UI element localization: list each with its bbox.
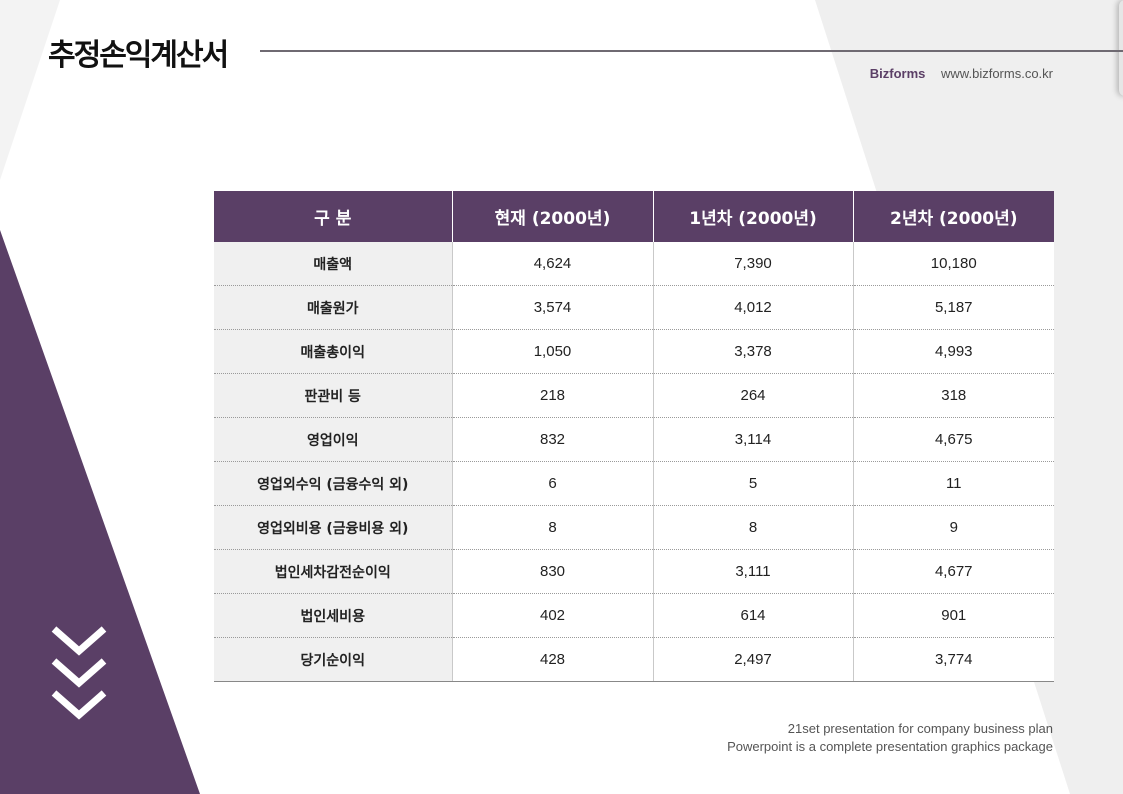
cell-year2: 4,677 [853,549,1054,594]
table-row: 영업이익 832 3,114 4,675 [214,417,1054,462]
header-current: 현재 (2000년) [452,191,654,242]
cell-year2: 3,774 [853,637,1054,682]
cell-year1: 264 [653,373,854,418]
footer-line-2: Powerpoint is a complete presentation gr… [727,739,1053,754]
chevron-down-icon [51,658,107,688]
row-label: 당기순이익 [214,637,453,682]
cell-year1: 614 [653,593,854,638]
chevron-down-icon [51,690,107,720]
table-row: 법인세차감전순이익 830 3,111 4,677 [214,549,1054,594]
header-year2: 2년차 (2000년) [853,191,1054,242]
cell-year2: 4,675 [853,417,1054,462]
cell-current: 832 [452,417,654,462]
table-header-row: 구 분 현재 (2000년) 1년차 (2000년) 2년차 (2000년) [214,191,1054,242]
cell-current: 6 [452,461,654,506]
cell-current: 8 [452,505,654,550]
cell-current: 428 [452,637,654,682]
chevrons-decoration [51,626,107,720]
cell-current: 830 [452,549,654,594]
chevron-down-icon [51,626,107,656]
cell-year1: 2,497 [653,637,854,682]
table-row: 당기순이익 428 2,497 3,774 [214,637,1054,682]
footer-line-1: 21set presentation for company business … [787,721,1053,736]
cell-year1: 3,378 [653,329,854,374]
table-row: 매출액 4,624 7,390 10,180 [214,242,1054,286]
page-tab-shadow [1119,0,1123,96]
row-label: 법인세차감전순이익 [214,549,453,594]
cell-current: 402 [452,593,654,638]
row-label: 영업이익 [214,417,453,462]
cell-year2: 318 [853,373,1054,418]
row-label: 매출액 [214,242,453,286]
cell-year1: 3,114 [653,417,854,462]
brand-url: www.bizforms.co.kr [941,66,1053,81]
cell-year1: 5 [653,461,854,506]
income-statement-table: 구 분 현재 (2000년) 1년차 (2000년) 2년차 (2000년) 매… [214,191,1054,682]
brand: Bizforms www.bizforms.co.kr [870,66,1053,81]
footer-text: 21set presentation for company business … [727,720,1053,756]
cell-year2: 5,187 [853,285,1054,330]
cell-current: 3,574 [452,285,654,330]
row-label: 매출원가 [214,285,453,330]
row-label: 영업외비용 (금융비용 외) [214,505,453,550]
table-row: 법인세비용 402 614 901 [214,593,1054,638]
cell-year2: 4,993 [853,329,1054,374]
background-gray-wedge [0,0,60,180]
cell-year2: 10,180 [853,242,1054,286]
title-divider [260,50,1123,52]
header-year1: 1년차 (2000년) [653,191,854,242]
table-row: 매출총이익 1,050 3,378 4,993 [214,329,1054,374]
cell-current: 4,624 [452,242,654,286]
cell-current: 1,050 [452,329,654,374]
cell-current: 218 [452,373,654,418]
cell-year1: 3,111 [653,549,854,594]
cell-year1: 4,012 [653,285,854,330]
header-category: 구 분 [214,191,453,242]
row-label: 매출총이익 [214,329,453,374]
row-label: 판관비 등 [214,373,453,418]
page-title: 추정손익계산서 [48,38,229,73]
cell-year1: 8 [653,505,854,550]
cell-year2: 901 [853,593,1054,638]
row-label: 영업외수익 (금융수익 외) [214,461,453,506]
brand-name: Bizforms [869,66,926,81]
row-label: 법인세비용 [214,593,453,638]
cell-year2: 11 [853,461,1054,506]
cell-year2: 9 [853,505,1054,550]
table-row: 영업외수익 (금융수익 외) 6 5 11 [214,461,1054,506]
cell-year1: 7,390 [653,242,854,286]
table-row: 판관비 등 218 264 318 [214,373,1054,418]
table-row: 매출원가 3,574 4,012 5,187 [214,285,1054,330]
table-row: 영업외비용 (금융비용 외) 8 8 9 [214,505,1054,550]
background-purple-triangle [0,230,200,794]
